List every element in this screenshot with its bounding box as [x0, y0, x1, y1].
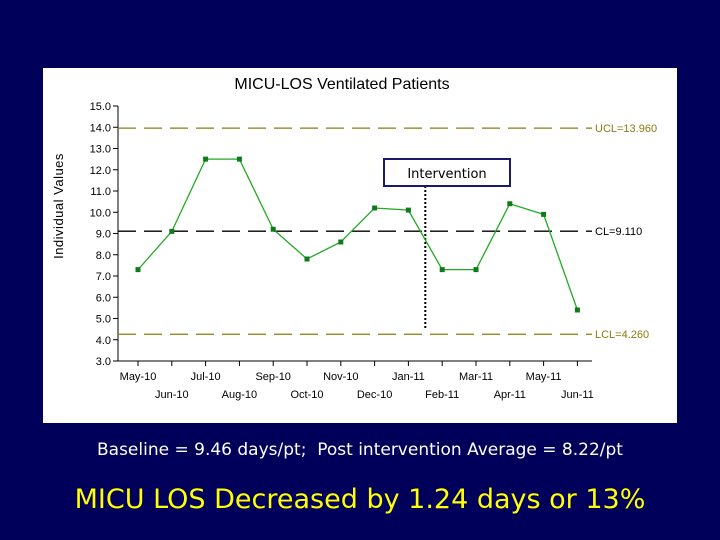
data-point — [169, 228, 175, 234]
lcl-label: LCL=4.260 — [595, 329, 649, 341]
x-tick-label: Jan-11 — [392, 371, 425, 383]
data-point — [270, 226, 276, 232]
y-tick-label: 15.0 — [90, 101, 111, 113]
series-line — [137, 158, 579, 311]
data-point — [439, 267, 445, 273]
chart-title: MICU-LOS Ventilated Patients — [234, 76, 449, 93]
y-tick-label: 4.0 — [96, 335, 111, 347]
data-point — [473, 267, 479, 273]
data-series — [135, 156, 580, 313]
data-point — [541, 211, 547, 217]
data-point — [236, 156, 242, 162]
x-tick-label: Jun-11 — [561, 389, 594, 401]
y-tick-label: 14.0 — [90, 122, 111, 134]
chart-panel: MICU-LOS Ventilated Patients Individual … — [43, 68, 677, 423]
x-tick-label: Mar-11 — [459, 371, 493, 383]
x-tick-label: May-10 — [120, 371, 157, 383]
x-tick-label: Dec-10 — [357, 389, 392, 401]
y-tick-label: 11.0 — [90, 186, 111, 198]
y-tick-label: 6.0 — [96, 292, 111, 304]
x-tick-label: May-11 — [526, 371, 562, 383]
x-tick-label: Sep-10 — [255, 371, 290, 383]
ucl-label: UCL=13.960 — [595, 123, 657, 135]
data-point — [405, 207, 411, 213]
intervention-annotation: Intervention — [383, 158, 511, 330]
x-tick-label: Aug-10 — [222, 389, 257, 401]
data-point — [338, 239, 344, 245]
data-point — [372, 205, 378, 211]
data-point — [507, 201, 513, 207]
data-point — [304, 256, 310, 262]
y-tick-label: 13.0 — [90, 144, 111, 156]
y-tick-label: 8.0 — [96, 250, 111, 262]
y-tick-label: 5.0 — [96, 314, 111, 326]
axes: 15.0 14.0 13.0 12.0 11.0 10.0 9.0 8.0 7.0 6.0 5.0 4… — [90, 101, 594, 401]
control-chart: MICU-LOS Ventilated Patients Individual … — [51, 76, 657, 401]
x-tick-label: Jul-10 — [191, 371, 221, 383]
x-tick-label: Oct-10 — [290, 389, 323, 401]
data-point — [135, 267, 141, 273]
control-limits: UCL=13.960 CL=9.110 LCL=4.260 — [118, 123, 657, 341]
intervention-box — [383, 158, 511, 187]
y-tick-label: 10.0 — [90, 207, 111, 219]
data-point — [574, 307, 580, 313]
intervention-label: Intervention — [407, 167, 486, 182]
baseline-summary: Baseline = 9.46 days/pt; Post interventi… — [97, 440, 623, 460]
x-tick-label: Apr-11 — [494, 389, 526, 401]
y-tick-label: 7.0 — [96, 271, 111, 283]
center-line-label: CL=9.110 — [595, 226, 642, 238]
y-tick-label: 9.0 — [96, 229, 111, 241]
headline: MICU LOS Decreased by 1.24 days or 13% — [74, 484, 646, 515]
data-point — [203, 156, 209, 162]
y-axis-label: Individual Values — [51, 153, 66, 259]
x-tick-label: Nov-10 — [323, 371, 358, 383]
y-tick-label: 3.0 — [96, 356, 111, 368]
y-tick-label: 12.0 — [90, 165, 111, 177]
x-tick-label: Jun-10 — [155, 389, 189, 401]
x-tick-label: Feb-11 — [425, 389, 459, 401]
